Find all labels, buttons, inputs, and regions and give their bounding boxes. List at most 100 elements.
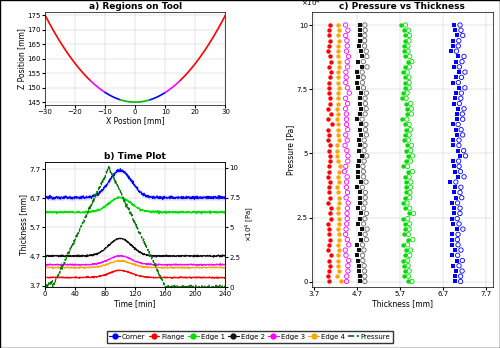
Point: [405, 268, 413, 274]
Point: [398, 95, 406, 101]
Point: [402, 184, 410, 190]
Point: [454, 231, 462, 237]
Point: [344, 237, 351, 242]
Point: [326, 101, 334, 106]
Point: [326, 179, 334, 185]
Point: [344, 43, 351, 49]
Point: [458, 132, 466, 138]
Point: [357, 90, 365, 96]
Point: [457, 184, 465, 190]
Point: [402, 127, 410, 133]
Point: [406, 184, 414, 190]
Point: [400, 38, 408, 44]
Point: [453, 33, 461, 38]
Point: [404, 263, 412, 269]
Point: [457, 127, 465, 133]
Point: [342, 164, 350, 169]
Point: [406, 221, 413, 227]
Point: [456, 101, 464, 106]
Point: [452, 247, 460, 253]
Point: [458, 74, 466, 80]
Point: [325, 27, 333, 33]
Point: [358, 184, 366, 190]
Point: [408, 279, 416, 284]
Point: [326, 38, 334, 44]
Point: [460, 148, 468, 153]
Point: [406, 101, 414, 106]
Point: [325, 64, 333, 70]
Point: [404, 69, 411, 75]
Point: [462, 153, 469, 159]
Point: [324, 117, 332, 122]
Point: [448, 200, 456, 206]
Point: [400, 242, 407, 247]
Point: [325, 190, 333, 195]
Point: [449, 38, 457, 44]
Point: [356, 190, 364, 195]
Point: [324, 258, 332, 263]
Point: [450, 143, 458, 148]
Point: [457, 27, 465, 33]
Point: [454, 174, 462, 180]
Point: [325, 242, 333, 247]
Point: [333, 148, 341, 153]
Point: [334, 268, 342, 274]
Point: [399, 164, 407, 169]
X-axis label: Thickness [mm]: Thickness [mm]: [372, 299, 433, 308]
Point: [342, 274, 350, 279]
Point: [342, 48, 350, 54]
Point: [460, 106, 468, 112]
Point: [400, 48, 408, 54]
Point: [326, 80, 334, 85]
Point: [401, 80, 409, 85]
Point: [461, 85, 469, 90]
Point: [358, 117, 366, 122]
Point: [324, 137, 332, 143]
Point: [400, 137, 408, 143]
Point: [402, 95, 410, 101]
Point: [354, 253, 362, 258]
Point: [354, 169, 362, 174]
Point: [334, 101, 342, 106]
Point: [401, 122, 409, 127]
Point: [404, 274, 412, 279]
Point: [362, 237, 370, 242]
Point: [404, 231, 412, 237]
Point: [454, 200, 462, 206]
Point: [406, 205, 413, 211]
Point: [408, 169, 416, 174]
Point: [344, 127, 352, 133]
X-axis label: Time [min]: Time [min]: [114, 299, 156, 308]
Point: [359, 258, 367, 263]
Point: [354, 205, 362, 211]
Point: [344, 54, 352, 59]
Point: [356, 127, 364, 133]
Point: [448, 43, 456, 49]
Point: [360, 274, 368, 279]
Point: [358, 253, 366, 258]
Point: [450, 190, 458, 195]
Point: [450, 164, 458, 169]
Point: [405, 174, 413, 180]
Point: [334, 211, 342, 216]
Point: [324, 184, 332, 190]
Point: [450, 64, 458, 70]
Point: [359, 74, 367, 80]
Point: [342, 69, 350, 75]
Point: [356, 111, 364, 117]
Point: [335, 38, 343, 44]
Point: [451, 279, 459, 284]
Point: [356, 33, 364, 38]
Point: [362, 90, 370, 96]
Point: [406, 33, 413, 38]
Point: [401, 268, 409, 274]
Point: [449, 158, 457, 164]
Point: [326, 153, 334, 159]
Point: [344, 158, 352, 164]
Point: [450, 263, 458, 269]
Point: [334, 106, 342, 112]
Point: [360, 43, 368, 49]
Point: [361, 95, 369, 101]
Point: [362, 190, 370, 195]
Point: [334, 43, 342, 49]
